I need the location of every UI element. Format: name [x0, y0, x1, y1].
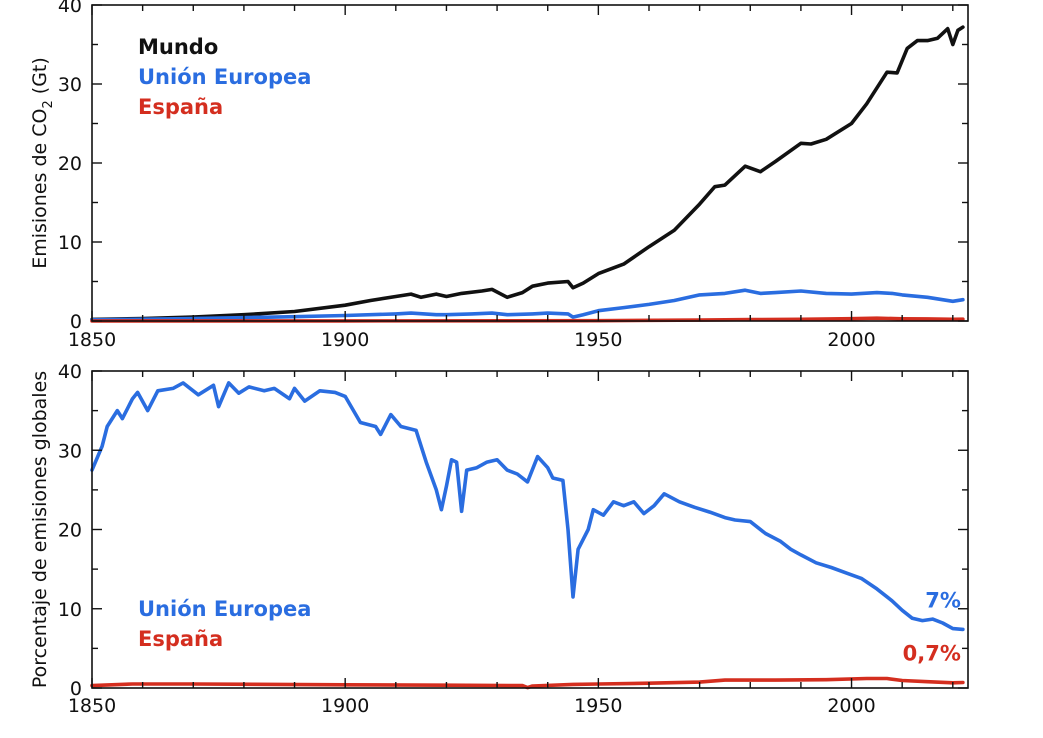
top-emissions-panel: 1850 1900 1950 2000 0 10 20 30 40 Emisiones de CO…: [29, 0, 969, 351]
x-tick-label: 1850: [68, 695, 116, 717]
y-tick-label: 0: [70, 311, 82, 333]
legend-entry-union-europea: Unión Europea: [138, 597, 311, 621]
y-axis-title: Emisiones de CO2 (Gt): [29, 57, 56, 269]
x-tick-label: 1900: [321, 695, 369, 717]
x-tick-label: 2000: [827, 329, 875, 351]
x-tick-label: 2000: [827, 695, 875, 717]
series-line-union-europea: [90, 381, 965, 632]
y-tick-label: 10: [58, 232, 82, 254]
end-label-union-europea: 7%: [925, 588, 961, 612]
x-tick-label: 1850: [68, 329, 116, 351]
series-line-mundo: [90, 25, 965, 322]
y-tick-label: 0: [70, 678, 82, 700]
y-tick-label: 20: [58, 153, 82, 175]
series-line-espana: [90, 676, 965, 690]
plot-frame: [91, 4, 969, 322]
plot-frame: [91, 370, 969, 689]
y-tick-label: 40: [58, 0, 82, 17]
y-tick-label: 30: [58, 74, 82, 96]
x-tick-label: 1950: [574, 695, 622, 717]
series-line-union-europea: [90, 288, 965, 322]
x-tick-label: 1950: [574, 329, 622, 351]
y-tick-label: 30: [58, 440, 82, 462]
legend-entry-mundo: Mundo: [138, 35, 218, 59]
legend-entry-union-europea: Unión Europea: [138, 65, 311, 89]
y-axis-title: Porcentaje de emisiones globales: [29, 371, 51, 688]
end-label-espana: 0,7%: [903, 641, 961, 665]
legend-entry-espana: España: [138, 627, 223, 651]
y-tick-label: 40: [58, 361, 82, 383]
legend-entry-espana: España: [138, 95, 223, 119]
y-tick-label: 20: [58, 520, 82, 542]
bottom-share-panel: 1850 1900 1950 2000 0 10 20 30 40 Porcentaje de e…: [29, 361, 969, 717]
x-tick-label: 1900: [321, 329, 369, 351]
y-tick-label: 10: [58, 599, 82, 621]
